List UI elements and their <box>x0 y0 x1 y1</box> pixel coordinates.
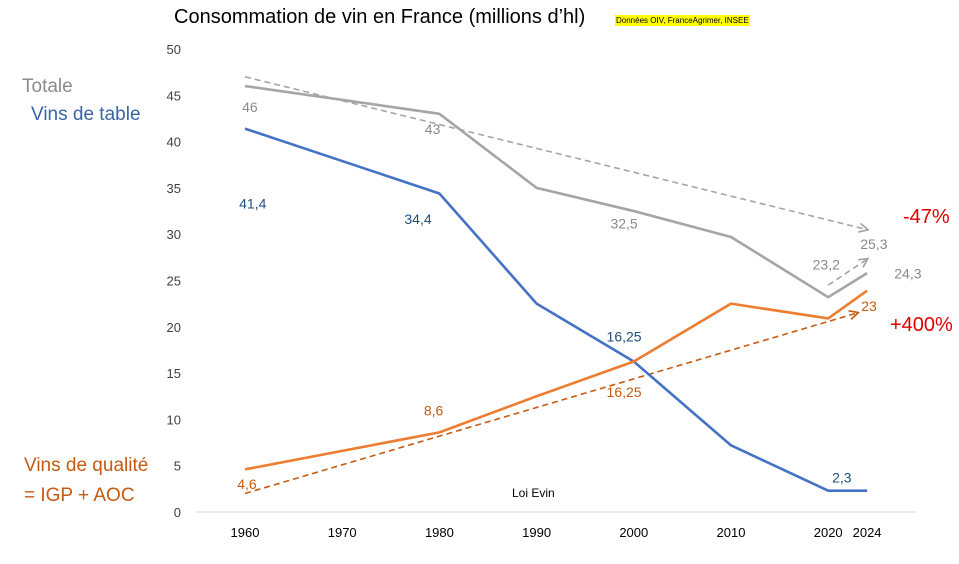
y-tick-label-40: 40 <box>167 135 181 150</box>
y-tick-label-25: 25 <box>167 274 181 289</box>
data-label-9: 2,3 <box>832 469 852 485</box>
series-line-0 <box>244 84 868 299</box>
trend-arrow-1 <box>827 259 867 286</box>
pct-change-total: -47% <box>903 206 950 228</box>
series-line-2 <box>244 289 868 471</box>
y-tick-label-20: 20 <box>167 320 181 335</box>
y-tick-label-45: 45 <box>167 88 181 103</box>
y-tick-label-5: 5 <box>174 459 181 474</box>
data-label-12: 23 <box>861 298 877 314</box>
source-note: Données OIV, FranceAgrimer, INSEE <box>615 15 750 26</box>
data-label-7: 34,4 <box>404 211 431 227</box>
legend-totale: Totale <box>22 76 73 97</box>
pct-change-qualite: +400% <box>890 314 953 336</box>
y-tick-label-15: 15 <box>167 366 181 381</box>
y-tick-label-35: 35 <box>167 181 181 196</box>
data-label-4: 25,3 <box>860 236 887 252</box>
data-label-5: 24,3 <box>894 266 921 282</box>
x-tick-label-1990: 1990 <box>522 525 551 540</box>
loi-evin-annotation: Loi Evin <box>512 486 555 500</box>
legend-igp-aoc: = IGP + AOC <box>24 485 135 506</box>
x-tick-label-2020: 2020 <box>814 525 843 540</box>
x-tick-label-1980: 1980 <box>425 525 454 540</box>
data-label-2: 32,5 <box>610 216 637 232</box>
x-tick-label-1960: 1960 <box>231 525 260 540</box>
data-label-1: 43 <box>425 121 441 137</box>
y-tick-label-30: 30 <box>167 227 181 242</box>
x-tick-label-2010: 2010 <box>717 525 746 540</box>
legend-vins-de-qualite: Vins de qualité <box>24 455 149 476</box>
y-tick-label-0: 0 <box>174 505 181 520</box>
trend-arrow-2 <box>244 313 857 495</box>
y-tick-label-50: 50 <box>167 42 181 57</box>
data-label-6: 41,4 <box>239 195 266 211</box>
x-tick-label-1970: 1970 <box>328 525 357 540</box>
legend-vins-de-table: Vins de table <box>31 104 141 125</box>
y-tick-label-10: 10 <box>167 412 181 427</box>
data-label-13: 4,6 <box>237 476 257 492</box>
data-label-10: 8,6 <box>424 403 444 419</box>
data-label-8: 16,25 <box>607 329 642 345</box>
data-label-3: 23,2 <box>813 256 840 272</box>
x-tick-label-2024: 2024 <box>853 525 882 540</box>
data-label-0: 46 <box>242 99 258 115</box>
trend-arrow-0 <box>244 76 867 230</box>
chart-title: Consommation de vin en France (millions … <box>174 6 586 28</box>
data-label-11: 16,25 <box>607 384 642 400</box>
x-tick-label-2000: 2000 <box>619 525 648 540</box>
